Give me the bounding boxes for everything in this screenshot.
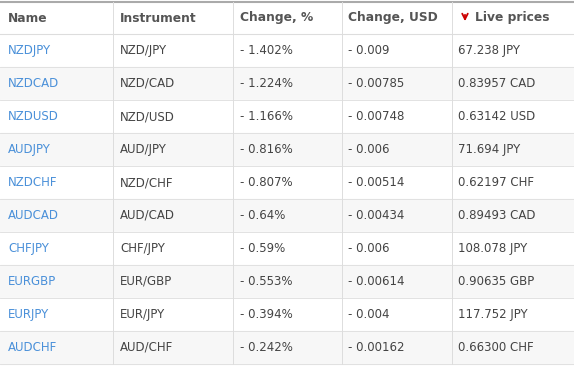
Text: - 0.00514: - 0.00514 (348, 176, 404, 189)
Text: NZD/JPY: NZD/JPY (120, 44, 167, 57)
Text: AUD/JPY: AUD/JPY (120, 143, 167, 156)
Text: - 0.242%: - 0.242% (240, 341, 293, 354)
Text: 0.63142 USD: 0.63142 USD (458, 110, 535, 123)
Bar (0, 298, 574, 331)
Text: 0.89493 CAD: 0.89493 CAD (458, 209, 536, 222)
Text: - 0.807%: - 0.807% (240, 176, 293, 189)
Text: - 1.224%: - 1.224% (240, 77, 293, 90)
Bar (0, 232, 574, 265)
Bar (0, 2, 574, 34)
Bar (0, 133, 574, 166)
Text: NZD/CAD: NZD/CAD (120, 77, 175, 90)
Text: - 0.553%: - 0.553% (240, 275, 293, 288)
Bar (0, 34, 574, 67)
Text: Name: Name (8, 11, 48, 25)
Text: 117.752 JPY: 117.752 JPY (458, 308, 528, 321)
Bar (0, 199, 574, 232)
Text: - 0.59%: - 0.59% (240, 242, 285, 255)
Text: NZD/CHF: NZD/CHF (120, 176, 173, 189)
Text: Change, USD: Change, USD (348, 11, 438, 25)
Text: - 0.009: - 0.009 (348, 44, 390, 57)
Text: Live prices: Live prices (475, 11, 549, 25)
Bar (0, 67, 574, 100)
Text: 0.83957 CAD: 0.83957 CAD (458, 77, 536, 90)
Text: AUDCAD: AUDCAD (8, 209, 59, 222)
Text: EUR/JPY: EUR/JPY (120, 308, 165, 321)
Text: - 0.00162: - 0.00162 (348, 341, 405, 354)
Text: - 1.166%: - 1.166% (240, 110, 293, 123)
Text: 0.90635 GBP: 0.90635 GBP (458, 275, 534, 288)
Text: - 0.006: - 0.006 (348, 143, 390, 156)
Text: - 0.00434: - 0.00434 (348, 209, 404, 222)
Text: NZDCAD: NZDCAD (8, 77, 59, 90)
Text: AUDCHF: AUDCHF (8, 341, 57, 354)
Text: Instrument: Instrument (120, 11, 197, 25)
Text: 71.694 JPY: 71.694 JPY (458, 143, 520, 156)
Text: - 0.64%: - 0.64% (240, 209, 285, 222)
Text: 108.078 JPY: 108.078 JPY (458, 242, 528, 255)
Text: NZDUSD: NZDUSD (8, 110, 59, 123)
Text: 0.62197 CHF: 0.62197 CHF (458, 176, 534, 189)
Text: - 0.00748: - 0.00748 (348, 110, 404, 123)
Text: - 1.402%: - 1.402% (240, 44, 293, 57)
Text: NZDCHF: NZDCHF (8, 176, 57, 189)
Text: 67.238 JPY: 67.238 JPY (458, 44, 520, 57)
Text: - 0.00785: - 0.00785 (348, 77, 404, 90)
Text: EURGBP: EURGBP (8, 275, 56, 288)
Text: AUDJPY: AUDJPY (8, 143, 51, 156)
Text: Change, %: Change, % (240, 11, 313, 25)
Bar (0, 100, 574, 133)
Text: NZD/USD: NZD/USD (120, 110, 175, 123)
Text: - 0.006: - 0.006 (348, 242, 390, 255)
Text: - 0.816%: - 0.816% (240, 143, 293, 156)
Bar (0, 331, 574, 364)
Text: 0.66300 CHF: 0.66300 CHF (458, 341, 534, 354)
Text: CHF/JPY: CHF/JPY (120, 242, 165, 255)
Text: AUD/CAD: AUD/CAD (120, 209, 175, 222)
Text: EURJPY: EURJPY (8, 308, 49, 321)
Bar (0, 265, 574, 298)
Text: EUR/GBP: EUR/GBP (120, 275, 172, 288)
Text: - 0.394%: - 0.394% (240, 308, 293, 321)
Text: CHFJPY: CHFJPY (8, 242, 49, 255)
Text: AUD/CHF: AUD/CHF (120, 341, 173, 354)
Text: - 0.00614: - 0.00614 (348, 275, 405, 288)
Text: NZDJPY: NZDJPY (8, 44, 51, 57)
Bar (0, 166, 574, 199)
Text: - 0.004: - 0.004 (348, 308, 390, 321)
